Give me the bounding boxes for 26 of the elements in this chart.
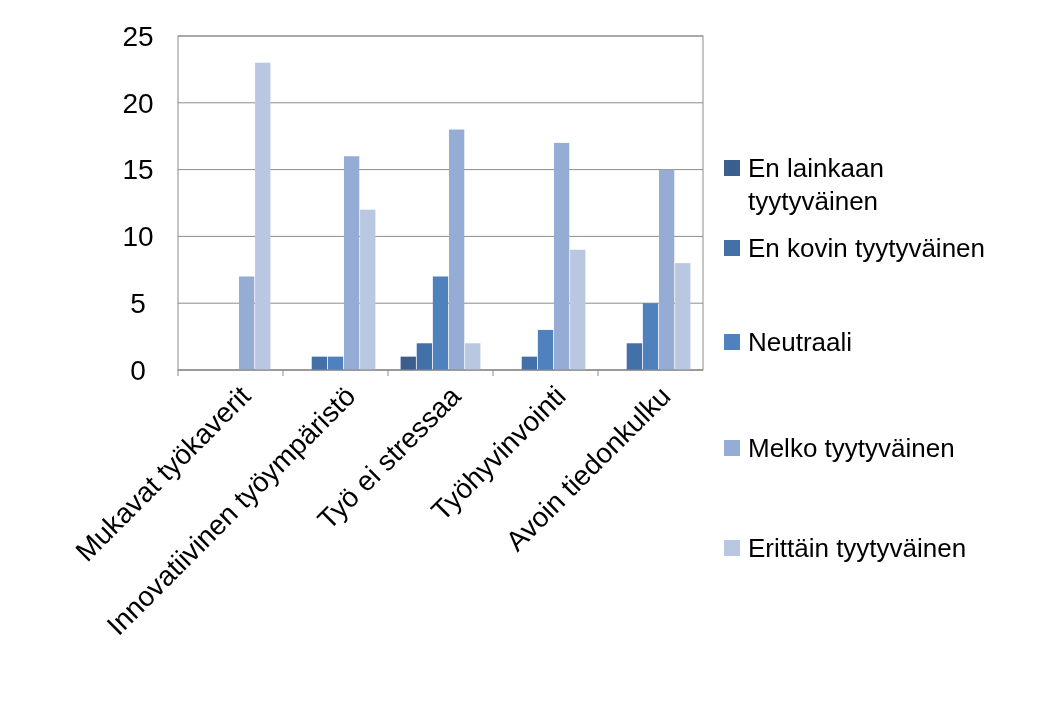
legend-label: Melko tyytyväinen — [748, 433, 955, 464]
bar — [255, 62, 271, 370]
bar — [343, 156, 360, 370]
bar — [432, 276, 449, 370]
y-tick-label: 15 — [122, 154, 154, 186]
bar — [448, 129, 465, 370]
bar — [416, 343, 433, 370]
y-tick-label: 5 — [130, 288, 146, 319]
bar — [553, 142, 570, 370]
y-tick-label: 25 — [122, 20, 154, 52]
y-tick-label: 20 — [122, 87, 154, 119]
legend-label: Neutraali — [748, 327, 853, 358]
bar — [642, 303, 659, 370]
y-tick-label: 0 — [130, 354, 146, 386]
bar — [570, 249, 586, 370]
bar — [537, 329, 554, 370]
legend-label: Erittäin tyytyväinen — [748, 533, 967, 564]
bar — [626, 343, 643, 370]
bar — [238, 276, 255, 370]
legend-label: En kovin tyytyväinen — [748, 233, 986, 264]
bar — [360, 209, 376, 370]
y-tick-label: 10 — [122, 221, 154, 253]
bar — [465, 343, 481, 370]
bar — [658, 169, 675, 370]
bar — [675, 263, 691, 370]
legend-label: En lainkaan tyytyväinen — [748, 153, 884, 216]
